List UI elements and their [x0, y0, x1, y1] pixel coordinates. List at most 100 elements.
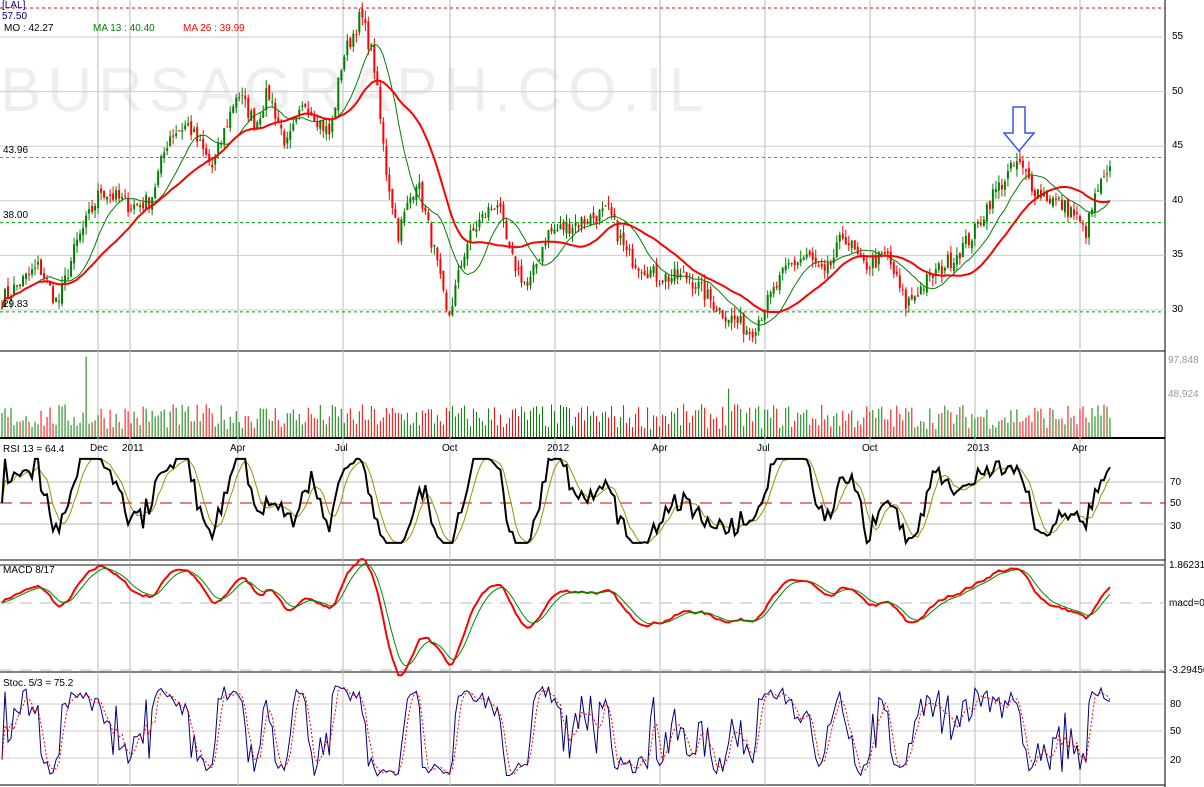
candle-body [85, 215, 88, 227]
candle-body [1030, 175, 1033, 192]
candle-body [850, 240, 853, 249]
candle-body [463, 256, 466, 267]
candle-body [607, 203, 610, 205]
candle-body [379, 86, 382, 119]
candle-body [871, 256, 874, 268]
candle-body [769, 292, 772, 298]
price-value: 42.27 [28, 23, 54, 34]
candle-body [910, 294, 913, 299]
candle-body [19, 284, 22, 287]
candle-body [1018, 158, 1021, 162]
candle-body [1048, 198, 1051, 204]
candle-body [385, 146, 388, 176]
candle-body [997, 182, 1000, 191]
candle-body [490, 208, 493, 210]
candle-body [1105, 173, 1108, 175]
candle-body [382, 122, 385, 144]
candle-body [124, 195, 127, 197]
candle-body [658, 283, 661, 285]
candle-body [724, 317, 727, 322]
candle-body [262, 112, 265, 118]
candle-body [112, 193, 115, 200]
candle-body [91, 206, 94, 212]
candle-body [355, 34, 358, 36]
rsi-signal-line [1, 458, 1111, 544]
candle-body [73, 244, 76, 264]
candle-body [682, 271, 685, 273]
candle-body [244, 95, 247, 100]
candle-body [313, 114, 316, 122]
candle-body [469, 230, 472, 244]
candle-body [994, 189, 997, 192]
candle-body [559, 224, 562, 230]
candle-body [904, 289, 907, 309]
level-label: 38.00 [3, 209, 29, 221]
candle-body [598, 210, 601, 221]
candle-body [40, 259, 43, 275]
candle-body [1087, 213, 1090, 238]
candle-body [1060, 199, 1063, 210]
candle-body [526, 281, 529, 286]
candle-body [907, 297, 910, 306]
candle-body [364, 19, 367, 23]
candle-body [472, 228, 475, 231]
candle-body [808, 251, 811, 256]
candle-body [736, 317, 739, 323]
candle-body [259, 118, 262, 125]
candle-body [199, 140, 202, 142]
candle-body [163, 152, 166, 159]
candle-body [700, 282, 703, 284]
candle-body [748, 332, 751, 335]
candle-body [589, 215, 592, 226]
candle-body [397, 218, 400, 241]
candle-body [982, 219, 985, 226]
candle-body [772, 287, 775, 294]
candle-body [1042, 193, 1045, 197]
candle-body [358, 11, 361, 33]
candle-body [835, 242, 838, 257]
x-axis-label: Dec [90, 443, 108, 454]
candle-body [841, 233, 844, 239]
candle-body [352, 33, 355, 47]
candle-body [949, 252, 952, 268]
price-tick: 50 [1172, 85, 1184, 97]
x-axis-label: Jul [757, 443, 770, 454]
candle-body [178, 130, 181, 132]
macd-tick: -3.29456 [1169, 665, 1204, 676]
candle-body [394, 208, 397, 218]
candle-body [550, 227, 553, 232]
candle-body [298, 109, 301, 116]
candle-body [349, 38, 352, 48]
watermark: BURSAGRAPH.CO.IL [0, 56, 710, 125]
candle-body [94, 205, 97, 211]
candle-body [157, 171, 160, 186]
rsi-title: RSI 13 = 64.4 [3, 444, 65, 455]
price-tick: 35 [1172, 249, 1184, 261]
candle-body [391, 189, 394, 208]
candle-body [811, 252, 814, 260]
candle-body [307, 108, 310, 116]
candle-body [943, 267, 946, 271]
candle-body [328, 123, 331, 135]
candle-body [1109, 166, 1111, 172]
macd-signal-line [1, 562, 1111, 667]
candle-body [226, 126, 229, 128]
candle-body [703, 280, 706, 300]
candle-body [439, 258, 442, 274]
candle-body [205, 148, 208, 155]
price-tick: 55 [1172, 31, 1184, 42]
candle-body [934, 269, 937, 277]
candle-body [1054, 198, 1057, 200]
candle-body [583, 219, 586, 224]
x-axis-label: Apr [652, 443, 668, 454]
candle-body [706, 289, 709, 299]
candle-body [430, 223, 433, 248]
candle-body [196, 127, 199, 142]
candle-body [985, 204, 988, 222]
candle-body [316, 121, 319, 128]
candle-body [274, 102, 277, 119]
candle-body [571, 227, 574, 234]
candle-body [145, 194, 148, 210]
candle-body [442, 270, 445, 291]
